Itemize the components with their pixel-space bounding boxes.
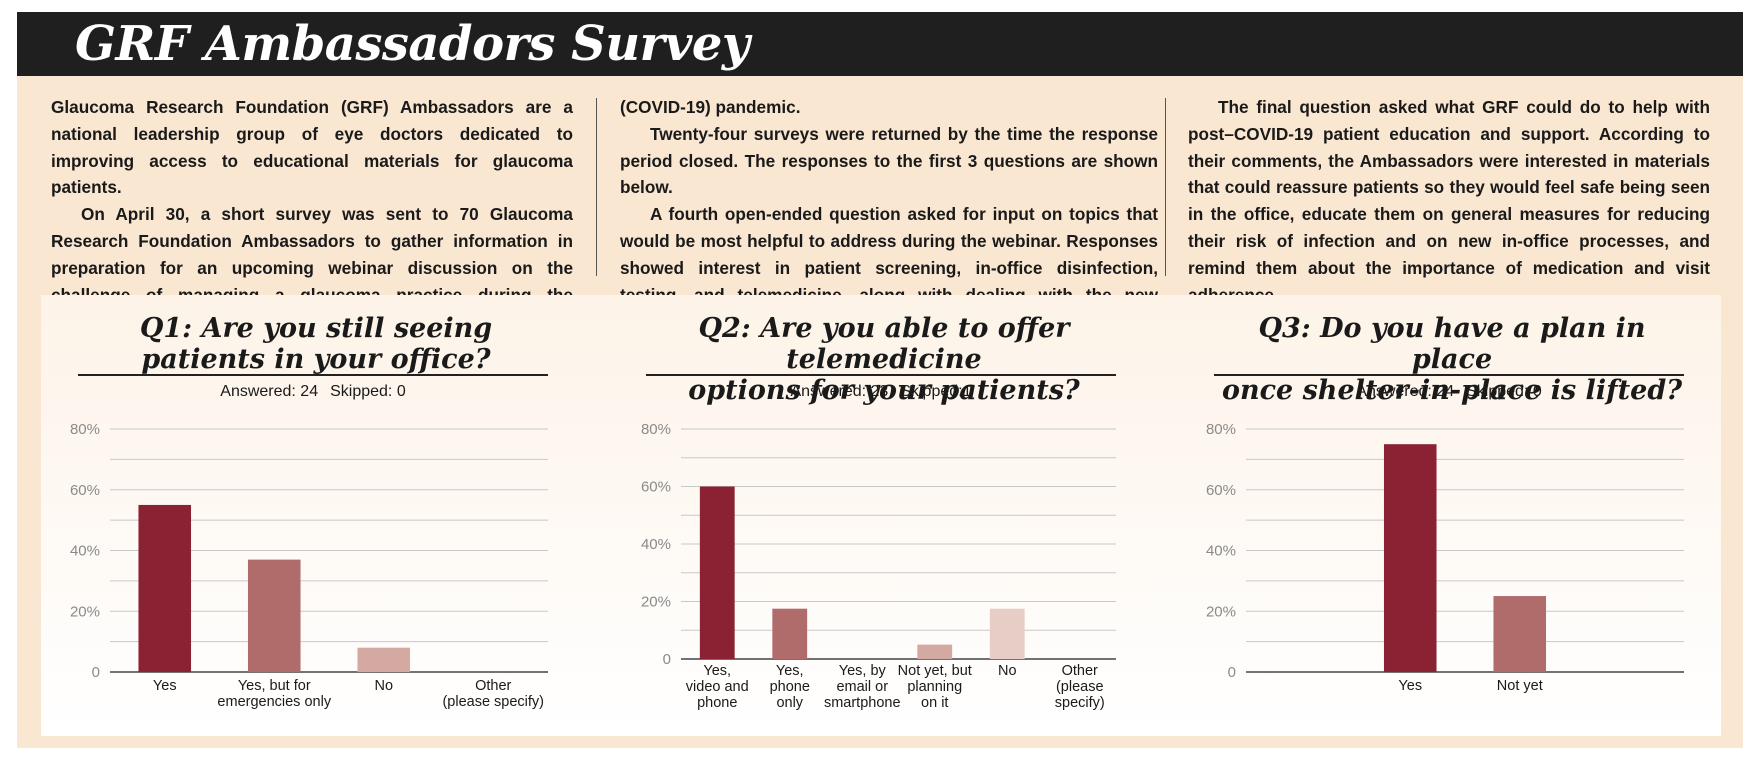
bar (247, 559, 301, 672)
bar (917, 644, 953, 659)
x-tick-label: No (998, 663, 1017, 679)
skipped-count: Skipped: 0 (330, 383, 406, 400)
y-tick-label: 20% (641, 594, 671, 611)
bar (357, 647, 411, 672)
x-tick-label: Yes (153, 678, 177, 694)
bar (699, 486, 735, 659)
infographic-page: GRF Ambassadors Survey Glaucoma Research… (17, 12, 1743, 748)
y-tick-label: 40% (1206, 543, 1236, 560)
y-tick-label: 20% (70, 603, 100, 620)
chart-title-line: Q3: Do you have a plan in place (1258, 313, 1646, 375)
y-tick-label: 0 (663, 651, 671, 668)
title-rule (1214, 374, 1684, 376)
skipped-count: Skipped:1 (900, 383, 972, 400)
title-rule (646, 374, 1116, 376)
chart-title-line: once shelter-in-place is lifted? (1221, 375, 1683, 406)
y-tick-label: 80% (1206, 421, 1236, 438)
x-tick-label: Other (please specify) (1055, 663, 1105, 711)
column-divider (1165, 98, 1166, 276)
bar (989, 608, 1025, 659)
intro-paragraph: (COVID-19) pandemic. (620, 97, 801, 117)
x-tick-label: Other (please specify) (442, 678, 544, 710)
bar (1493, 596, 1547, 672)
x-tick-label: No (374, 678, 393, 694)
charts-panel: Q1: Are you still seeing patients in you… (41, 295, 1721, 736)
chart-q3: Q3: Do you have a plan in place once she… (1177, 295, 1737, 736)
x-tick-label: Yes (1398, 678, 1422, 694)
y-tick-label: 60% (70, 482, 100, 499)
column-divider (596, 98, 597, 276)
bar-plot: 0 20% 40% 60% 80% Yes Yes, but for emergencies … (70, 421, 548, 710)
y-tick-label: 40% (70, 543, 100, 560)
response-counts: Answered: 24 Skipped: 0 (1214, 383, 1684, 401)
header-bar: GRF Ambassadors Survey (17, 12, 1743, 76)
y-tick-label: 40% (641, 536, 671, 553)
intro-paragraph: Glaucoma Research Foundation (GRF) Ambas… (51, 97, 573, 198)
title-rule (78, 374, 548, 376)
x-tick-label: Yes, video and phone (686, 663, 749, 711)
skipped-count: Skipped: 0 (1466, 383, 1542, 400)
y-tick-label: 0 (1228, 664, 1236, 681)
bar-plot: 0 20% 40% 60% 80% Yes Not yet (1206, 421, 1684, 694)
answered-count: Answered: 24 (220, 383, 319, 400)
x-tick-label: Not yet (1497, 678, 1543, 694)
intro-paragraph: The final question asked what GRF could … (1188, 97, 1710, 305)
chart-title-line: patients in your office? (141, 344, 491, 375)
chart-q1: Q1: Are you still seeing patients in you… (41, 295, 601, 736)
answered-count: Answered: 23 (790, 383, 889, 400)
chart-q2: Q2: Are you able to offer telemedicine o… (609, 295, 1169, 736)
chart-title: Q3: Do you have a plan in place once she… (1217, 313, 1687, 406)
chart-title: Q1: Are you still seeing patients in you… (81, 313, 551, 375)
intro-paragraph: Twenty-four surveys were returned by the… (620, 123, 1158, 198)
y-tick-label: 0 (92, 664, 100, 681)
bar (1383, 444, 1437, 672)
response-counts: Answered: 23 Skipped:1 (646, 383, 1116, 401)
bar-plot: 0 20% 40% 60% 80% Yes, video and phone Yes, phone… (641, 421, 1116, 711)
chart-title-line: Q2: Are you able to offer telemedicine (698, 313, 1070, 375)
y-tick-label: 60% (641, 479, 671, 496)
y-tick-label: 80% (70, 421, 100, 438)
x-tick-label: Yes, by email or smartphone (824, 663, 901, 711)
chart-title-line: Q1: Are you still seeing (139, 313, 493, 344)
response-counts: Answered: 24 Skipped: 0 (78, 383, 548, 401)
bar (772, 608, 808, 659)
x-tick-label: Not yet, but planning on it (898, 663, 972, 711)
x-tick-label: Yes, phone only (770, 663, 810, 711)
page-title: GRF Ambassadors Survey (75, 16, 750, 72)
chart-title: Q2: Are you able to offer telemedicine o… (649, 313, 1119, 406)
intro-column-3: The final question asked what GRF could … (1188, 94, 1710, 308)
chart-title-line: options for your patients? (688, 375, 1080, 406)
y-tick-label: 20% (1206, 603, 1236, 620)
y-tick-label: 80% (641, 421, 671, 438)
x-tick-label: Yes, but for emergencies only (217, 678, 331, 710)
answered-count: Answered: 24 (1356, 383, 1455, 400)
y-tick-label: 60% (1206, 482, 1236, 499)
bar (138, 504, 192, 672)
